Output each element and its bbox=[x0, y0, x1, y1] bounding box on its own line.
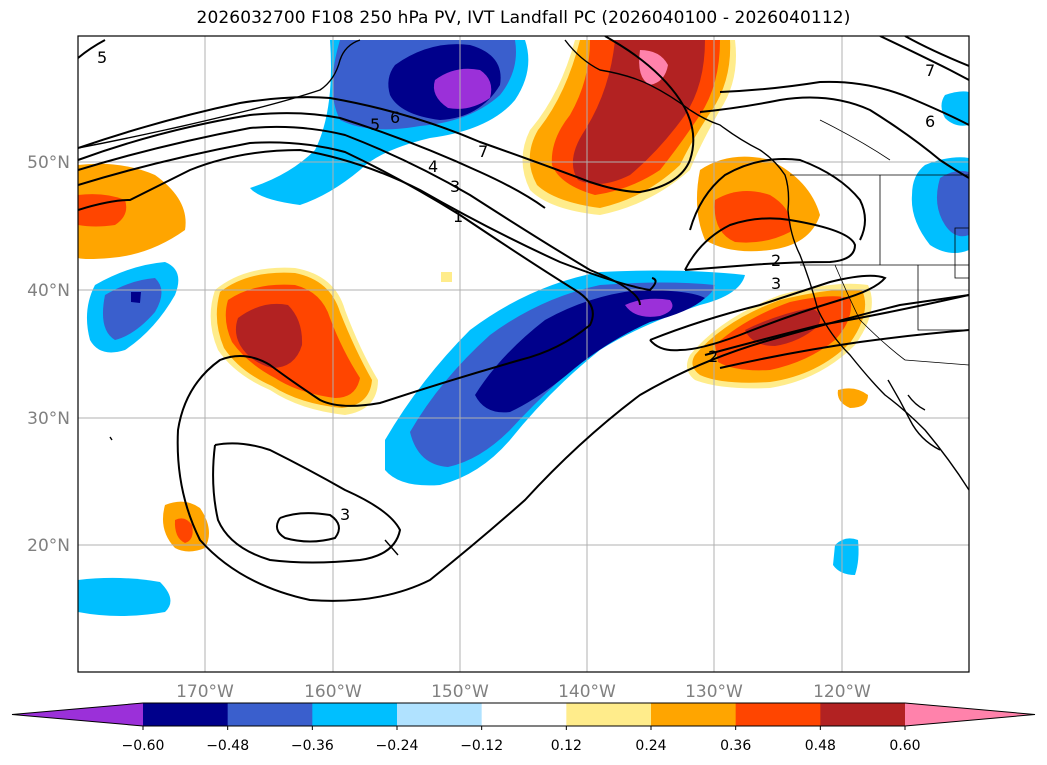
anomaly-darkred-central bbox=[235, 303, 303, 368]
map-title: 2026032700 F108 250 hPa PV, IVT Landfall… bbox=[196, 8, 851, 28]
anomaly-orange-small-baja bbox=[837, 388, 868, 408]
contour-label: 3 bbox=[340, 505, 350, 524]
colorbar-tick-label: −0.24 bbox=[376, 738, 419, 754]
contour-label: 1 bbox=[453, 207, 463, 226]
lat-label: 40°N bbox=[27, 281, 70, 301]
lon-label: 140°W bbox=[558, 682, 616, 702]
colorbar: −0.60 −0.48 −0.36 −0.24 −0.12 0.12 0.24 0.36 0.4… bbox=[11, 702, 1036, 754]
colorbar-cell bbox=[227, 703, 313, 726]
contour-label: 7 bbox=[925, 61, 935, 80]
colorbar-tick-label: 0.36 bbox=[720, 738, 751, 754]
map-frame bbox=[77, 35, 970, 673]
colorbar-tick-label: −0.36 bbox=[291, 738, 334, 754]
colorbar-tick-label: 0.24 bbox=[635, 738, 666, 754]
anomaly-navy-band bbox=[475, 290, 705, 413]
anomaly-darkred-ca bbox=[745, 308, 821, 346]
colorbar-cell bbox=[397, 703, 483, 726]
colorbar-cell bbox=[143, 703, 229, 726]
contour-labels: 5 6 5 4 3 1 7 7 6 2 3 2 3 bbox=[97, 48, 935, 524]
lon-label: 170°W bbox=[176, 682, 234, 702]
contour-label: 3 bbox=[450, 177, 460, 196]
lat-label: 50°N bbox=[27, 153, 70, 173]
lon-label: 120°W bbox=[813, 682, 871, 702]
anomaly-orange-west bbox=[78, 163, 186, 259]
contour-label: 4 bbox=[428, 157, 438, 176]
gridlines bbox=[78, 36, 969, 672]
colorbar-tick-label: 0.48 bbox=[805, 738, 836, 754]
anomaly-red-west bbox=[78, 194, 127, 227]
contour-label: 5 bbox=[97, 48, 107, 67]
lon-label: 150°W bbox=[431, 682, 489, 702]
colorbar-extension-high bbox=[905, 703, 1035, 726]
contour-label: 3 bbox=[771, 274, 781, 293]
lon-label: 130°W bbox=[685, 682, 743, 702]
contours bbox=[78, 36, 969, 602]
lon-label: 160°W bbox=[304, 682, 362, 702]
colorbar-cell bbox=[651, 703, 737, 726]
colorbar-cell bbox=[481, 703, 567, 726]
anomaly-blue-small-baja bbox=[833, 538, 859, 575]
anomaly-blue-west-2 bbox=[102, 278, 162, 340]
colorbar-tick-label: −0.12 bbox=[460, 738, 503, 754]
contour-label: 5 bbox=[370, 115, 380, 134]
anomaly-navy-west bbox=[131, 292, 141, 303]
colorbar-extension-low bbox=[12, 703, 143, 726]
colorbar-cell bbox=[566, 703, 652, 726]
contour-label: 7 bbox=[478, 142, 488, 161]
lat-label: 20°N bbox=[27, 536, 70, 556]
pv-shading bbox=[78, 40, 969, 616]
colorbar-tick-label: −0.48 bbox=[206, 738, 249, 754]
contour-label: 6 bbox=[925, 112, 935, 131]
anomaly-yellow-dot bbox=[441, 272, 452, 282]
anomaly-purple-band bbox=[625, 298, 673, 317]
anomaly-blue-east-3 bbox=[941, 91, 969, 126]
political-borders bbox=[790, 119, 969, 366]
colorbar-tick-label: 0.12 bbox=[551, 738, 582, 754]
lat-label: 30°N bbox=[27, 409, 70, 429]
anomaly-darkred-gulf bbox=[572, 40, 705, 184]
coastlines bbox=[78, 39, 969, 556]
map-plot-area: 5 6 5 4 3 1 7 7 6 2 3 2 3 bbox=[77, 35, 970, 673]
anomaly-purple-north bbox=[433, 68, 492, 109]
contour-label: 2 bbox=[771, 251, 781, 270]
anomaly-blue-east-2 bbox=[936, 170, 969, 237]
contour-label: 6 bbox=[390, 108, 400, 127]
colorbar-cell bbox=[820, 703, 906, 726]
anomaly-red-bc bbox=[714, 191, 791, 243]
anomaly-blue-sw bbox=[78, 577, 171, 616]
colorbar-tick-label: 0.60 bbox=[889, 738, 920, 754]
longitude-labels: 170°W 160°W 150°W 140°W 130°W 120°W bbox=[176, 682, 871, 702]
anomaly-red-small-sw bbox=[174, 518, 193, 543]
colorbar-tick-label: −0.60 bbox=[122, 738, 165, 754]
contour-label: 2 bbox=[708, 347, 718, 366]
colorbar-cell bbox=[312, 703, 398, 726]
latitude-labels: 50°N 40°N 30°N 20°N bbox=[27, 153, 70, 556]
colorbar-cell bbox=[735, 703, 821, 726]
